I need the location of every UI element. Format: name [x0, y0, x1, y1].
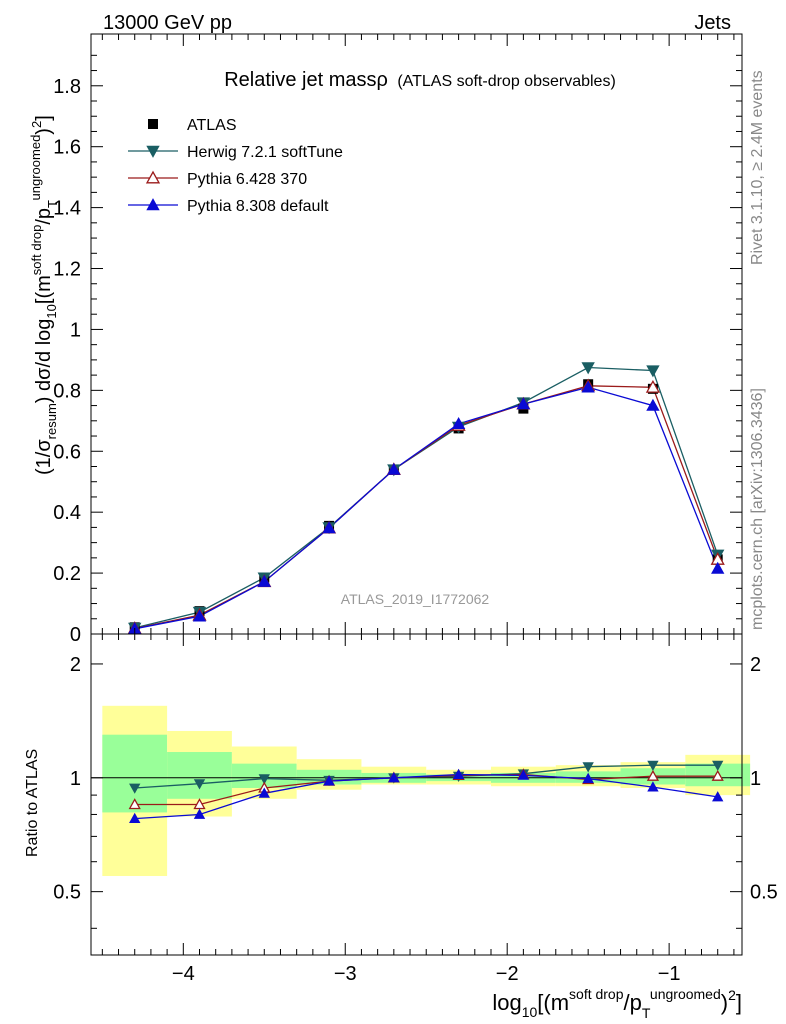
herwig-7-2-1-softtune-point	[646, 365, 660, 378]
herwig-7-2-1-softtune-ratio-point	[193, 779, 206, 790]
legend-label: Herwig 7.2.1 softTune	[187, 144, 343, 161]
y-tick-label: 0	[70, 624, 81, 646]
pythia-6-428-370-ratio-point	[646, 769, 660, 781]
y-tick-label: 0.4	[53, 502, 81, 524]
herwig-7-2-1-softtune-ratio-point	[582, 762, 594, 773]
main-series-lines	[134, 366, 719, 630]
pythia-8-308-default-ratio-point	[129, 812, 141, 824]
ratio-tick-label: 1	[70, 768, 81, 790]
legend-label: Pythia 8.308 default	[187, 198, 329, 215]
y-tick-label: 1.6	[53, 137, 81, 159]
header-process-label: Jets	[694, 12, 731, 34]
pythia-8-308-default-ratio-point	[517, 769, 530, 780]
ratio-tick-label-right: 2	[750, 654, 761, 676]
x-tick-label: −1	[658, 963, 681, 985]
herwig-7-2-1-softtune-ratio-point	[647, 760, 659, 771]
legend-item: Pythia 6.428 370	[128, 170, 307, 188]
herwig-7-2-1-softtune-point	[581, 362, 595, 375]
herwig-7-2-1-softtune-line	[134, 366, 719, 629]
pythia-8-308-default-ratio-point	[323, 775, 335, 786]
legend-label: ATLAS	[187, 117, 237, 134]
pythia-8-308-default-ratio-point	[582, 772, 594, 784]
y-tick-label: 1.2	[53, 259, 81, 281]
rivet-version-label: Rivet 3.1.10, ≥ 2.4M events	[749, 70, 766, 265]
pythia-8-308-default-line	[134, 386, 719, 630]
header-energy-label: 13000 GeV pp	[103, 12, 232, 34]
pythia-8-308-default-point	[257, 574, 271, 587]
y-tick-label: 0.6	[53, 441, 81, 463]
herwig-7-2-1-softtune-ratio-point	[258, 774, 270, 785]
x-tick-label: −4	[172, 963, 195, 985]
pythia-8-308-default-ratio-point	[712, 791, 724, 802]
ratio-y-axis-label: Ratio to ATLAS	[24, 749, 41, 857]
legend-marker	[145, 170, 161, 184]
legend-item: Pythia 8.308 default	[128, 198, 329, 215]
main-series-markers	[127, 362, 725, 635]
ratio-series-lines	[134, 764, 718, 820]
pythia-8-308-default-ratio-point	[452, 768, 465, 779]
pythia-8-308-default-ratio-point	[647, 781, 659, 792]
y-tick-label: 1.8	[53, 76, 81, 98]
pythia-8-308-default-point	[516, 397, 531, 410]
x-tick-label: −2	[496, 963, 519, 985]
legend-marker	[146, 145, 160, 158]
pythia-8-308-default-point	[581, 380, 595, 393]
pythia-8-308-default-point	[711, 561, 725, 574]
pythia-6-428-370-point	[645, 379, 661, 393]
ratio-panel-frame	[90, 633, 743, 956]
pythia-8-308-default-point	[646, 398, 660, 411]
axis-ticks	[91, 34, 742, 955]
chart-title-group: Relative jet massρ (ATLAS soft-drop obse…	[224, 69, 616, 91]
x-axis-label: log10[(msoft drop/pTungroomed)2]	[492, 986, 742, 1021]
y-tick-label: 0.8	[53, 380, 81, 402]
pythia-8-308-default-point	[387, 462, 401, 475]
analysis-label: ATLAS_2019_I1772062	[341, 591, 490, 607]
herwig-7-2-1-softtune-ratio-point	[129, 783, 141, 794]
pythia-8-308-default-point	[451, 417, 466, 430]
legend-label: Pythia 6.428 370	[187, 171, 307, 188]
chart-subtitle: (ATLAS soft-drop observables)	[397, 73, 615, 90]
y-tick-label: 0.2	[53, 563, 81, 585]
mcplots-label: mcplots.cern.ch [arXiv:1306.3436]	[749, 388, 766, 630]
ratio-tick-label: 2	[70, 654, 81, 676]
ratio-band-inner	[167, 752, 232, 799]
ratio-tick-label-right: 1	[750, 768, 761, 790]
ratio-tick-label-right: 0.5	[750, 882, 778, 904]
y-axis-label: (1/σresum) dσ/d log10[(msoft drop/pTungr…	[28, 115, 60, 475]
ratio-series-markers	[128, 760, 724, 824]
legend-marker	[148, 119, 158, 129]
pythia-8-308-default-point	[192, 609, 207, 622]
ratio-tick-label: 0.5	[53, 882, 81, 904]
legend-item: Herwig 7.2.1 softTune	[128, 144, 343, 161]
herwig-7-2-1-softtune-ratio-point	[712, 760, 724, 771]
x-tick-label: −3	[334, 963, 357, 985]
pythia-8-308-default-ratio-point	[388, 771, 400, 783]
pythia-6-428-370-ratio-point	[128, 798, 141, 810]
legend: ATLAS Herwig 7.2.1 softTune Pythia 6.428 3…	[128, 117, 343, 215]
pythia-8-308-default-ratio-point	[193, 808, 206, 819]
legend-item: ATLAS	[148, 117, 237, 134]
axis-tick-labels: −4 −3 −2 −1 0 0.2 0.4 0.6 0.8 1 1.2 1.4 1.6 1.8 0.5 0.5…	[53, 76, 778, 985]
y-tick-label: 1.4	[53, 198, 81, 220]
pythia-8-308-default-point	[322, 521, 336, 534]
pythia-6-428-370-ratio-point	[711, 769, 724, 781]
pythia-8-308-default-ratio-line	[134, 773, 718, 820]
y-tick-label: 1	[70, 319, 81, 341]
pythia-6-428-370-ratio-point	[193, 798, 206, 810]
pythia-8-308-default-ratio-point	[258, 787, 270, 798]
chart-title: Relative jet massρ	[224, 69, 388, 91]
legend-marker	[146, 198, 160, 211]
